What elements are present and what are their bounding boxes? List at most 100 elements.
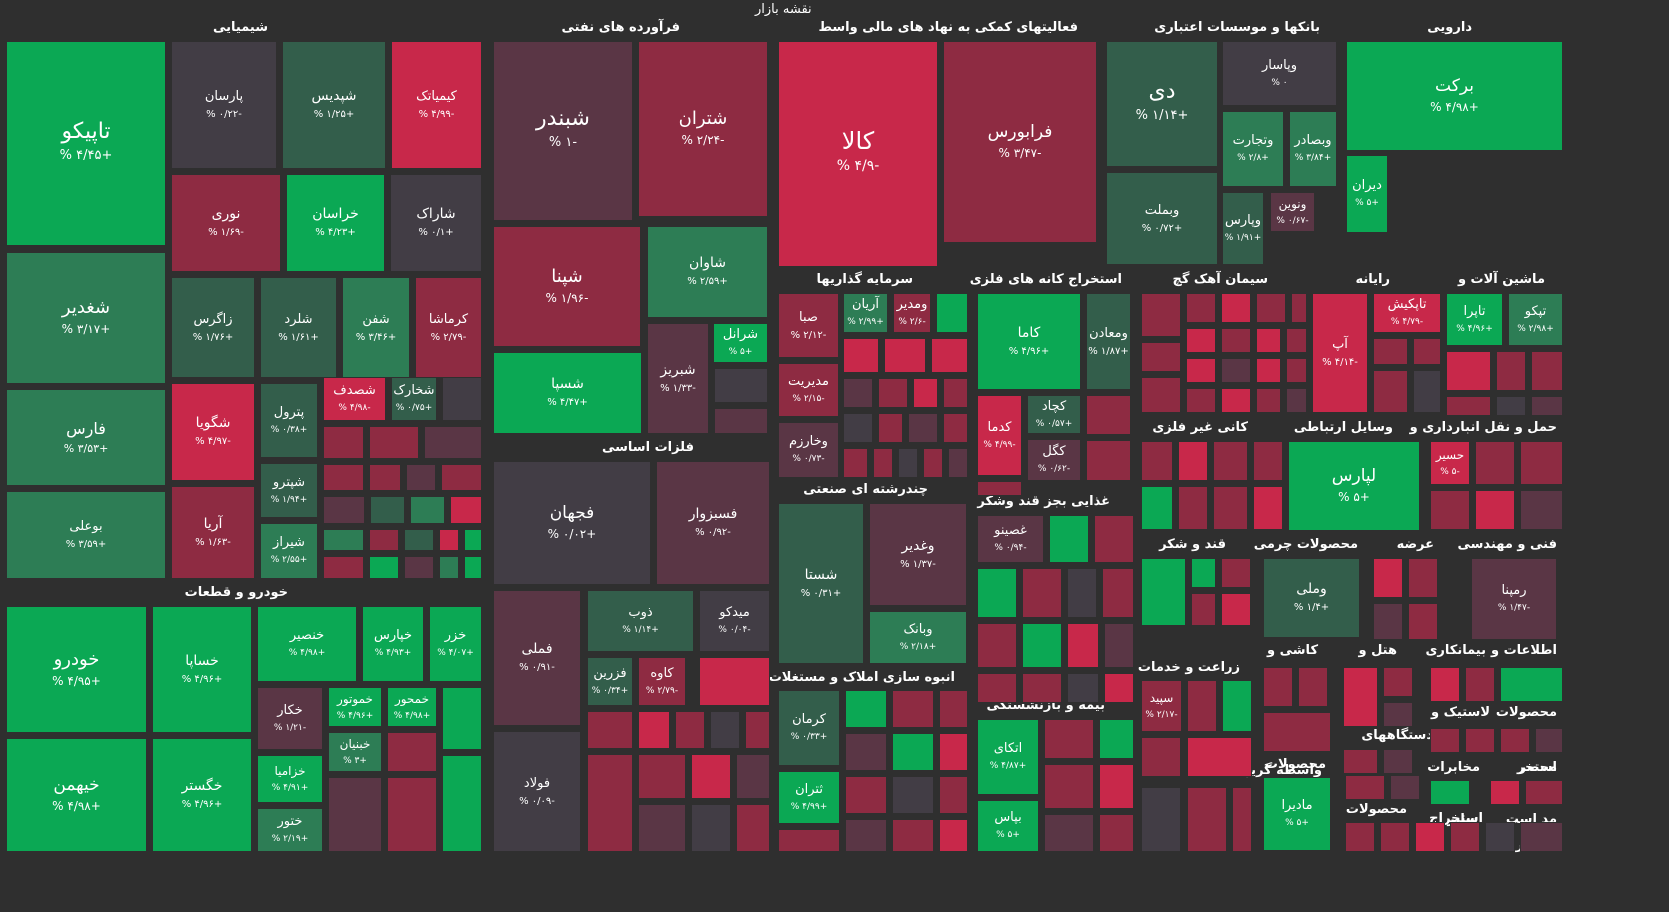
treemap-tile[interactable]: [1256, 293, 1286, 323]
treemap-tile[interactable]: [1373, 603, 1403, 640]
treemap-tile[interactable]: شیراز +۲/۵۵ %: [260, 523, 318, 579]
treemap-tile[interactable]: خزر +۴/۰۷ %: [429, 606, 482, 682]
treemap-tile[interactable]: خپارس +۴/۹۳ %: [362, 606, 424, 682]
treemap-tile[interactable]: [1187, 787, 1227, 852]
treemap-tile[interactable]: فسبزوار -۰/۹۲ %: [656, 461, 770, 585]
treemap-tile[interactable]: زاگرس +۱/۷۶ %: [171, 277, 255, 378]
treemap-tile[interactable]: سپید -۲/۱۷ %: [1141, 680, 1182, 732]
treemap-tile[interactable]: [892, 733, 934, 771]
treemap-tile[interactable]: بپاس +۵ %: [977, 800, 1039, 852]
treemap-tile[interactable]: [1500, 667, 1563, 702]
treemap-tile[interactable]: [1099, 814, 1134, 852]
treemap-tile[interactable]: [1256, 328, 1281, 353]
treemap-tile[interactable]: [1221, 558, 1251, 588]
treemap-tile[interactable]: [1191, 593, 1216, 626]
treemap-tile[interactable]: [939, 690, 968, 728]
treemap-tile[interactable]: وپاسار ۰ %: [1222, 41, 1337, 106]
treemap-tile[interactable]: [1067, 623, 1099, 668]
treemap-tile[interactable]: فجهان +۰/۰۲ %: [493, 461, 651, 585]
treemap-tile[interactable]: [1141, 441, 1173, 481]
treemap-tile[interactable]: [323, 496, 365, 524]
treemap-tile[interactable]: فملی -۰/۹۱ %: [493, 590, 581, 726]
treemap-tile[interactable]: [1221, 358, 1251, 383]
treemap-tile[interactable]: [931, 338, 968, 373]
treemap-tile[interactable]: [370, 496, 405, 524]
treemap-tile[interactable]: [1221, 328, 1251, 353]
treemap-tile[interactable]: [1373, 338, 1408, 365]
treemap-tile[interactable]: خمحور +۴/۹۸ %: [387, 687, 437, 727]
treemap-tile[interactable]: [1291, 293, 1307, 323]
treemap-tile[interactable]: [884, 338, 926, 373]
treemap-tile[interactable]: خموتور +۴/۹۶ %: [328, 687, 382, 727]
treemap-tile[interactable]: آریان +۲/۹۹ %: [843, 293, 888, 333]
treemap-tile[interactable]: [913, 378, 938, 408]
treemap-tile[interactable]: حسیر -۵ %: [1430, 441, 1470, 485]
treemap-tile[interactable]: [736, 804, 770, 852]
treemap-tile[interactable]: [923, 448, 943, 478]
treemap-tile[interactable]: [1343, 667, 1378, 727]
treemap-tile[interactable]: [1222, 680, 1252, 732]
treemap-tile[interactable]: [1141, 293, 1181, 337]
treemap-tile[interactable]: [1430, 490, 1470, 530]
treemap-tile[interactable]: [1253, 441, 1283, 481]
treemap-tile[interactable]: [1187, 680, 1217, 732]
treemap-tile[interactable]: [845, 819, 887, 852]
treemap-tile[interactable]: [1187, 737, 1252, 777]
treemap-tile[interactable]: تاپکیش -۴/۷۹ %: [1373, 293, 1441, 333]
treemap-tile[interactable]: وخارزم -۰/۷۳ %: [778, 422, 839, 478]
treemap-tile[interactable]: [369, 426, 419, 459]
treemap-tile[interactable]: فارس +۳/۵۳ %: [6, 389, 166, 486]
treemap-tile[interactable]: [1413, 338, 1441, 365]
treemap-tile[interactable]: [1086, 395, 1131, 435]
treemap-tile[interactable]: [1496, 351, 1526, 391]
treemap-tile[interactable]: [699, 657, 770, 706]
treemap-tile[interactable]: شغدیر +۳/۱۷ %: [6, 252, 166, 384]
treemap-tile[interactable]: تاپرا +۴/۹۶ %: [1446, 293, 1503, 346]
treemap-tile[interactable]: [1186, 328, 1216, 353]
treemap-tile[interactable]: [1256, 388, 1281, 413]
treemap-tile[interactable]: مدیریت -۲/۱۵ %: [778, 363, 839, 417]
treemap-tile[interactable]: [778, 829, 840, 852]
treemap-tile[interactable]: پترول +۰/۳۸ %: [260, 383, 318, 458]
treemap-tile[interactable]: [587, 711, 633, 749]
treemap-tile[interactable]: [1380, 822, 1410, 852]
treemap-tile[interactable]: [450, 496, 482, 524]
treemap-tile[interactable]: [892, 690, 934, 728]
treemap-tile[interactable]: بوعلی +۳/۵۹ %: [6, 491, 166, 579]
treemap-tile[interactable]: [1044, 764, 1094, 809]
treemap-tile[interactable]: کاما +۴/۹۶ %: [977, 293, 1081, 390]
treemap-tile[interactable]: [439, 529, 459, 551]
treemap-tile[interactable]: [878, 378, 908, 408]
treemap-tile[interactable]: [1178, 486, 1208, 530]
treemap-tile[interactable]: [843, 338, 879, 373]
treemap-tile[interactable]: [1213, 486, 1248, 530]
treemap-tile[interactable]: [464, 556, 482, 579]
treemap-tile[interactable]: [1232, 787, 1252, 852]
treemap-tile[interactable]: شخارک +۰/۷۵ %: [391, 377, 437, 421]
treemap-tile[interactable]: [1390, 775, 1420, 800]
treemap-tile[interactable]: [977, 673, 1017, 703]
treemap-tile[interactable]: [1383, 749, 1413, 774]
treemap-tile[interactable]: شصدف -۴/۹۸ %: [323, 377, 386, 421]
treemap-tile[interactable]: فزرین +۰/۳۴ %: [587, 657, 633, 706]
treemap-tile[interactable]: میدکو -۰/۰۴ %: [699, 590, 770, 652]
treemap-tile[interactable]: کچاد +۰/۵۷ %: [1027, 395, 1081, 434]
treemap-tile[interactable]: [1520, 441, 1563, 485]
treemap-tile[interactable]: [1221, 593, 1251, 626]
treemap-tile[interactable]: [939, 733, 968, 771]
treemap-tile[interactable]: [977, 481, 1022, 496]
treemap-tile[interactable]: تاپیکو +۴/۴۵ %: [6, 41, 166, 246]
treemap-tile[interactable]: [406, 464, 436, 491]
treemap-tile[interactable]: [369, 556, 399, 579]
treemap-tile[interactable]: فولاد -۰/۰۹ %: [493, 731, 581, 852]
treemap-tile[interactable]: وغدیر -۱/۳۷ %: [869, 503, 967, 606]
treemap-tile[interactable]: [845, 776, 887, 814]
treemap-tile[interactable]: [714, 408, 768, 434]
treemap-tile[interactable]: [439, 556, 459, 579]
treemap-tile[interactable]: [1213, 441, 1248, 481]
treemap-tile[interactable]: [587, 754, 633, 852]
treemap-tile[interactable]: شبریز -۱/۳۳ %: [647, 323, 709, 434]
treemap-tile[interactable]: [745, 711, 770, 749]
treemap-tile[interactable]: [1286, 328, 1307, 353]
treemap-tile[interactable]: [328, 777, 382, 852]
